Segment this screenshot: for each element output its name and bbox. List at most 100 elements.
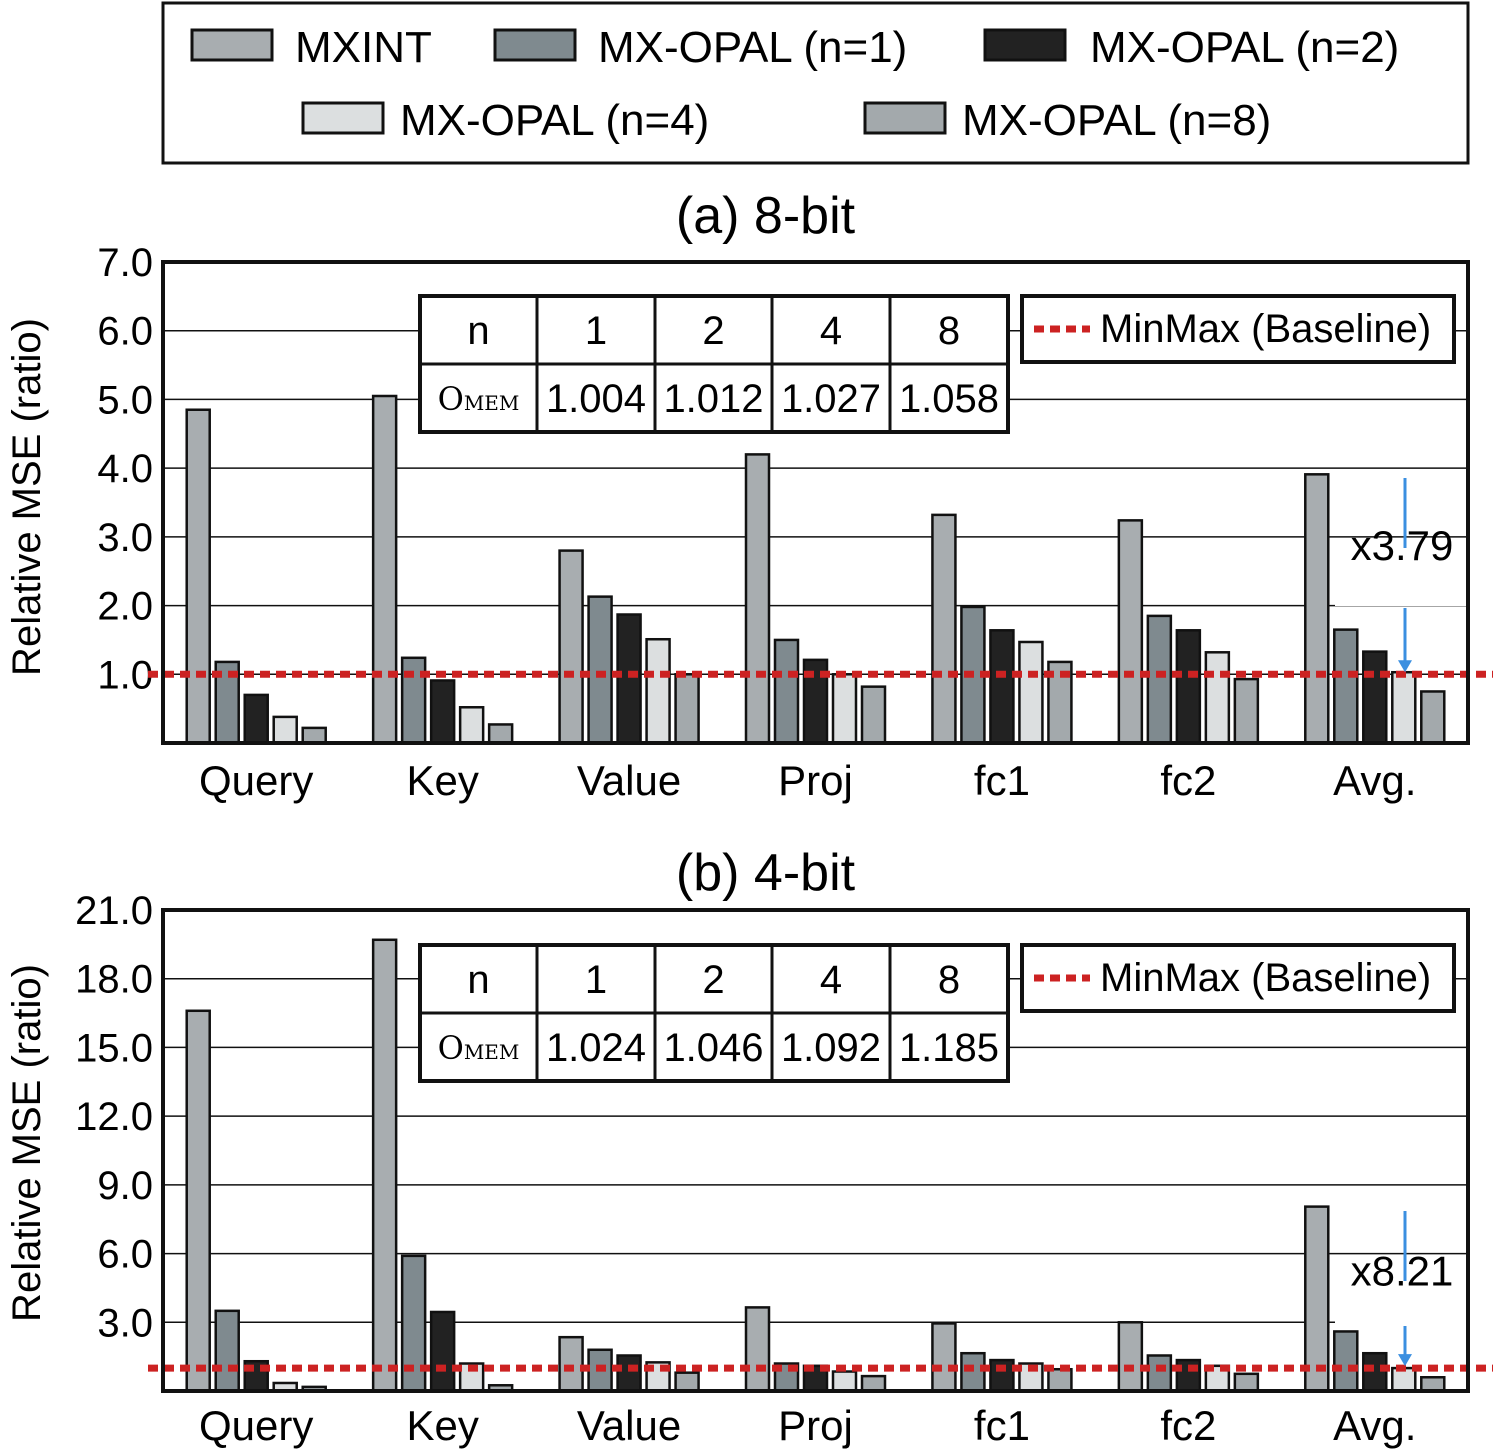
bar-fc1-s0: [931, 513, 957, 745]
table-row-label-sub: MEM: [464, 391, 520, 415]
bar-avg-s0: [1304, 473, 1330, 745]
table-value-cell: 1.046: [663, 1026, 763, 1070]
annotation-arrow-head: [1398, 660, 1412, 673]
bar-avg-s1: [1333, 628, 1359, 745]
x-tick-label: Key: [406, 1402, 478, 1449]
bar-fc2-s4: [1233, 1372, 1260, 1393]
bar-fc1-s3: [1018, 640, 1044, 745]
annotation-label: x8.21: [1351, 1248, 1454, 1295]
legend-label-opal-n2: MX-OPAL (n=2): [1090, 23, 1399, 72]
chart-title: (a) 8-bit: [676, 187, 856, 245]
table-row-label: OMEM: [438, 380, 520, 418]
bar-fc2-s3: [1204, 651, 1231, 745]
bar-key-s3: [458, 706, 485, 745]
annotation-arrow-head: [1398, 1354, 1412, 1367]
bar-value-s4: [674, 673, 700, 745]
bar-avg-s2: [1362, 1351, 1388, 1393]
table-value-cell: 1.024: [546, 1026, 646, 1070]
legend-swatch-opal-n8: [863, 101, 947, 135]
x-tick-label: Query: [199, 1402, 313, 1449]
plot-frame: [161, 260, 1470, 745]
baseline-legend-box: [1020, 294, 1456, 364]
bar-avg-s1: [1333, 1330, 1359, 1393]
bar-key-s0: [371, 394, 398, 745]
bar-fc1-s2: [989, 629, 1015, 745]
bar-value-s1: [587, 595, 613, 745]
bar-avg-s4: [1420, 690, 1446, 745]
table-value-cell: 1.058: [899, 377, 999, 421]
y-tick-label: 6.0: [97, 310, 153, 354]
bar-value-s4: [674, 1371, 700, 1393]
table-header-cell: 1: [585, 958, 607, 1002]
y-axis-label: Relative MSE (ratio): [5, 318, 49, 676]
x-tick-label: fc1: [974, 1402, 1030, 1449]
bar-query-s0: [185, 408, 211, 745]
chart-title: (b) 4-bit: [676, 844, 856, 902]
annotation-label: x3.79: [1351, 522, 1454, 569]
bar-value-s0: [558, 549, 584, 745]
y-tick-label: 15.0: [75, 1026, 153, 1070]
x-tick-label: Key: [406, 757, 478, 804]
plot-frame: [161, 908, 1470, 1393]
y-tick-label: 21.0: [75, 889, 153, 933]
table-row-label-sub: MEM: [464, 1040, 520, 1064]
bar-query-s2: [243, 693, 269, 745]
table-header-cell: 2: [702, 309, 724, 353]
x-tick-label: Proj: [778, 1402, 853, 1449]
x-tick-label: Avg.: [1333, 1402, 1416, 1449]
legend-swatch-opal-n4: [301, 101, 385, 135]
table-header-cell: n: [467, 958, 489, 1002]
table-header-cell: 4: [820, 309, 842, 353]
table-row-label-main: O: [438, 1029, 464, 1067]
y-tick-label: 5.0: [97, 378, 153, 422]
legend-swatch-opal-n1: [493, 28, 577, 62]
y-tick-label: 9.0: [97, 1164, 153, 1208]
y-tick-label: 4.0: [97, 447, 153, 491]
bar-proj-s3: [831, 673, 858, 745]
table-header-cell: 2: [702, 958, 724, 1002]
legend-frame: [161, 1, 1470, 165]
legend: MXINT MX-OPAL (n=1) MX-OPAL (n=2) MX-OPA…: [161, 1, 1470, 165]
table-value-cell: 1.004: [546, 377, 646, 421]
bar-key-s1: [400, 656, 427, 745]
annotation-label-bg: [1335, 550, 1475, 606]
bar-query-s1: [214, 1309, 240, 1393]
bar-key-s2: [429, 679, 456, 745]
bar-value-s2: [616, 613, 642, 745]
bar-fc2-s0: [1117, 519, 1144, 745]
table-value-cell: 1.092: [781, 1026, 881, 1070]
table-value-cell: 1.012: [663, 377, 763, 421]
legend-label-mxint: MXINT: [295, 23, 432, 72]
bar-avg-s4: [1420, 1376, 1446, 1393]
bar-avg-s2: [1362, 650, 1388, 745]
y-tick-label: 2.0: [97, 585, 153, 629]
y-tick-label: 7.0: [97, 241, 153, 285]
x-tick-label: Value: [577, 1402, 681, 1449]
table-header-cell: 1: [585, 309, 607, 353]
y-tick-label: 3.0: [97, 516, 153, 560]
bar-fc1-s0: [931, 1322, 957, 1393]
legend-label-opal-n4: MX-OPAL (n=4): [400, 96, 709, 145]
bar-avg-s3: [1391, 670, 1417, 745]
legend-label-opal-n8: MX-OPAL (n=8): [962, 96, 1271, 145]
bar-proj-s4: [860, 685, 887, 745]
table-value-cell: 1.027: [781, 377, 881, 421]
x-tick-label: fc2: [1160, 757, 1216, 804]
bar-proj-s3: [831, 1370, 858, 1393]
y-axis-label: Relative MSE (ratio): [5, 964, 49, 1322]
legend-label-opal-n1: MX-OPAL (n=1): [598, 23, 907, 72]
bar-value-s2: [616, 1354, 642, 1393]
baseline-legend-box: [1020, 943, 1456, 1013]
bar-fc2-s1: [1146, 1354, 1173, 1393]
bar-fc2-s4: [1233, 677, 1260, 745]
x-tick-label: Query: [199, 757, 313, 804]
bar-avg-s0: [1304, 1205, 1330, 1393]
y-tick-label: 1.0: [97, 653, 153, 697]
table-header-cell: 4: [820, 958, 842, 1002]
bar-value-s0: [558, 1335, 584, 1393]
bar-key-s2: [429, 1310, 456, 1393]
bar-key-s0: [371, 938, 398, 1393]
legend-swatch-opal-n2: [983, 28, 1067, 62]
bar-proj-s4: [860, 1374, 887, 1393]
